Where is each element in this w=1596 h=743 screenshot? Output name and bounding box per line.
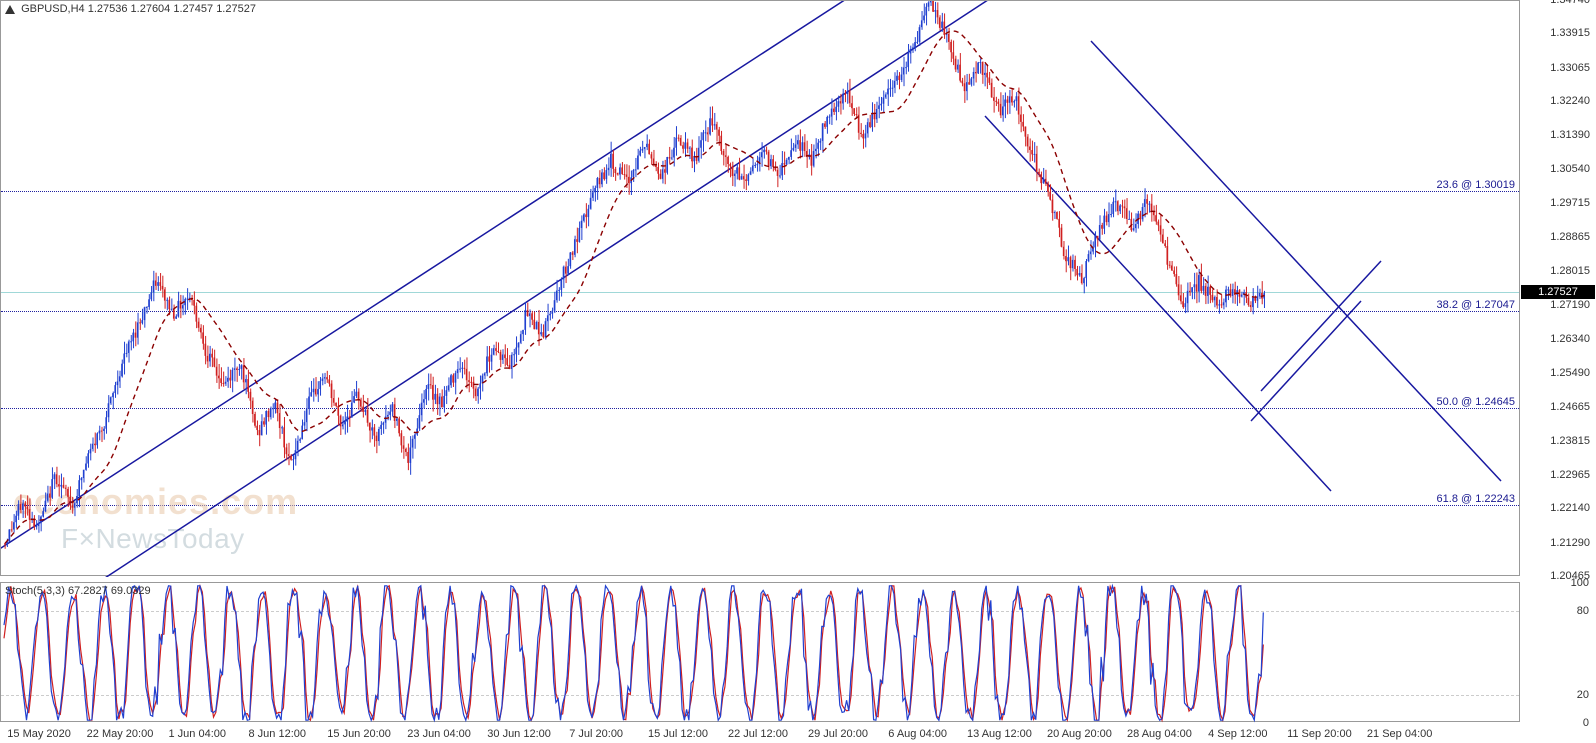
x-tick: 15 May 2020 (7, 728, 71, 740)
y-tick: 1.26340 (1550, 333, 1590, 345)
indicator-title: Stoch(5,3,3) 67.2827 69.0329 (5, 585, 151, 597)
y-tick: 1.28015 (1550, 265, 1590, 277)
indicator-y-tick: 100 (1571, 577, 1589, 589)
chart-title: GBPUSD,H4 1.27536 1.27604 1.27457 1.2752… (5, 3, 256, 15)
y-tick: 1.30540 (1550, 163, 1590, 175)
current-price-badge: 1.27527 (1521, 285, 1595, 299)
indicator-canvas[interactable] (1, 583, 1521, 723)
ohlc-l: 1.27457 (173, 3, 213, 15)
x-tick: 11 Sep 20:00 (1287, 728, 1352, 740)
x-tick: 22 Jul 12:00 (728, 728, 788, 740)
indicator-axis: 10080200 (1519, 583, 1593, 723)
y-tick: 1.24665 (1550, 401, 1590, 413)
y-tick: 1.21290 (1550, 537, 1590, 549)
trading-chart: GBPUSD,H4 1.27536 1.27604 1.27457 1.2752… (0, 0, 1596, 743)
time-axis: 15 May 2020 22 May 20:00 1 Jun 04:00 8 Jun … (0, 723, 1520, 743)
ohlc-o: 1.27536 (88, 3, 128, 15)
y-tick: 1.22140 (1550, 502, 1590, 514)
x-tick: 20 Aug 20:00 (1047, 728, 1112, 740)
y-tick: 1.28865 (1550, 231, 1590, 243)
y-tick: 1.23815 (1550, 435, 1590, 447)
y-tick: 1.27190 (1550, 299, 1590, 311)
x-tick: 13 Aug 12:00 (967, 728, 1032, 740)
indicator-name: Stoch(5,3,3) (5, 585, 65, 597)
x-tick: 7 Jul 20:00 (569, 728, 623, 740)
x-tick: 15 Jul 12:00 (648, 728, 708, 740)
price-chart-canvas[interactable] (1, 1, 1521, 577)
y-tick: 1.34740 (1550, 0, 1590, 6)
indicator-y-tick: 80 (1577, 605, 1589, 617)
expand-icon (5, 5, 15, 14)
y-tick: 1.32240 (1550, 95, 1590, 107)
y-tick: 1.33915 (1550, 27, 1590, 39)
indicator-y-tick: 20 (1577, 689, 1589, 701)
indicator-k: 67.2827 (68, 585, 108, 597)
x-tick: 6 Aug 04:00 (888, 728, 947, 740)
x-tick: 22 May 20:00 (87, 728, 154, 740)
stochastic-panel[interactable]: Stoch(5,3,3) 67.2827 69.0329 10080200 (0, 582, 1520, 722)
x-tick: 15 Jun 20:00 (327, 728, 391, 740)
x-tick: 23 Jun 04:00 (407, 728, 471, 740)
x-tick: 8 Jun 12:00 (249, 728, 307, 740)
x-tick: 30 Jun 12:00 (487, 728, 551, 740)
y-tick: 1.22965 (1550, 469, 1590, 481)
indicator-y-tick: 0 (1583, 717, 1589, 729)
y-tick: 1.33065 (1550, 62, 1590, 74)
ohlc-h: 1.27604 (131, 3, 171, 15)
y-tick: 1.25490 (1550, 367, 1590, 379)
y-tick: 1.29715 (1550, 197, 1590, 209)
indicator-d: 69.0329 (111, 585, 151, 597)
x-tick: 28 Aug 04:00 (1127, 728, 1192, 740)
ohlc-c: 1.27527 (216, 3, 256, 15)
x-tick: 21 Sep 04:00 (1367, 728, 1432, 740)
x-tick: 29 Jul 20:00 (808, 728, 868, 740)
price-panel[interactable]: GBPUSD,H4 1.27536 1.27604 1.27457 1.2752… (0, 0, 1520, 576)
y-tick: 1.31390 (1550, 129, 1590, 141)
symbol-label: GBPUSD,H4 (21, 3, 85, 15)
x-tick: 1 Jun 04:00 (169, 728, 227, 740)
x-tick: 4 Sep 12:00 (1208, 728, 1267, 740)
